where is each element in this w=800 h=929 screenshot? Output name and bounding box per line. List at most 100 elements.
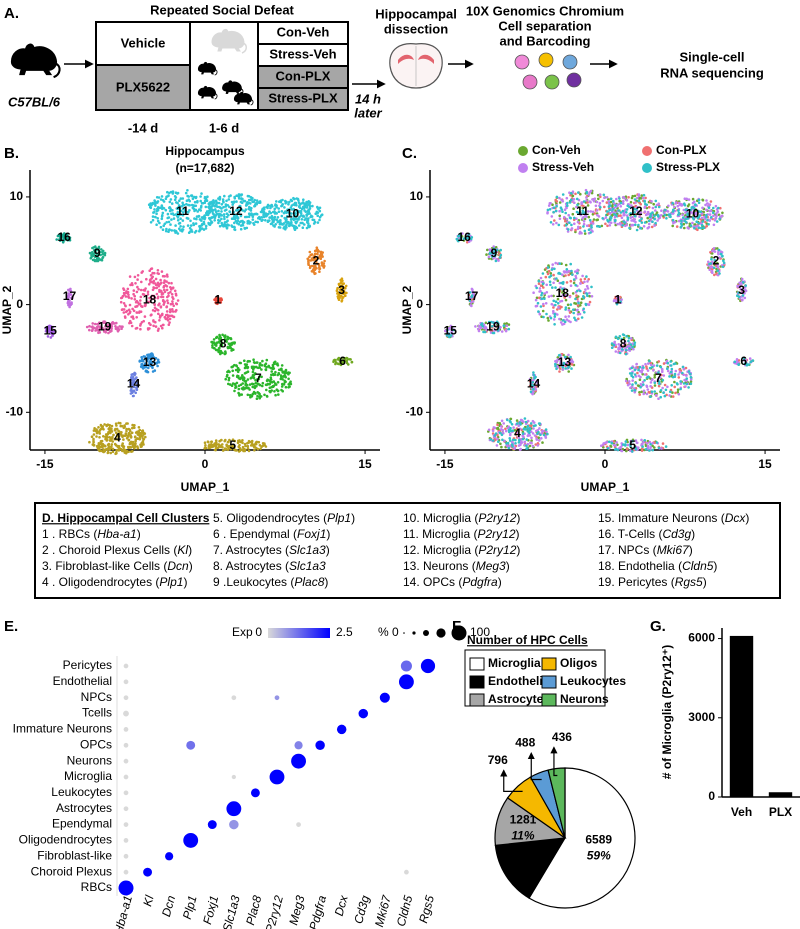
cluster-label: 7 bbox=[655, 371, 662, 385]
dot bbox=[274, 695, 280, 701]
dot bbox=[250, 788, 260, 798]
leader-arrow bbox=[527, 752, 542, 781]
leader-arrow bbox=[500, 769, 523, 793]
step-label: Single-cell bbox=[679, 49, 744, 64]
cluster-label: 3 bbox=[338, 283, 345, 297]
cell-dots bbox=[262, 196, 324, 231]
entry-text: ) bbox=[351, 511, 355, 525]
entry-text: 14. OPCs ( bbox=[403, 575, 462, 589]
cluster-cloud bbox=[44, 324, 57, 339]
panel-label: A. bbox=[4, 5, 19, 22]
dot bbox=[123, 853, 129, 859]
cell-dots bbox=[205, 193, 266, 232]
cluster-cloud bbox=[455, 232, 474, 244]
size-legend-tick: 0 bbox=[392, 625, 399, 639]
cluster-cloud bbox=[88, 421, 147, 456]
group-label: Con-Veh bbox=[277, 24, 330, 39]
entry-text: ) bbox=[745, 511, 749, 525]
cell-dots bbox=[606, 439, 668, 453]
entry-text: ) bbox=[326, 527, 330, 541]
column-label: Pdgfra bbox=[306, 894, 329, 929]
legend-label: Microglia bbox=[488, 656, 541, 670]
cell-dots bbox=[468, 291, 474, 302]
table-entry: 8. Astrocytes (Slc1a3 bbox=[213, 559, 326, 573]
cluster-cloud bbox=[487, 417, 549, 451]
y-tick-label: 3000 bbox=[688, 710, 715, 724]
treatment-label: PLX5622 bbox=[116, 79, 170, 94]
dot bbox=[165, 852, 174, 861]
cluster-label: 12 bbox=[629, 204, 643, 218]
table-entry: 18. Endothelia (Cldn5) bbox=[598, 559, 717, 573]
step-label: Hippocampal bbox=[375, 6, 457, 21]
legend-label: Stress-PLX bbox=[656, 160, 720, 174]
cell-dots bbox=[88, 245, 107, 263]
cell-dots bbox=[85, 320, 124, 335]
cluster-label: 11 bbox=[176, 204, 189, 218]
cell-dots bbox=[306, 246, 326, 276]
entry-text: 8. Astrocytes ( bbox=[213, 559, 289, 573]
entry-text: 3. Fibroblast-like Cells ( bbox=[42, 559, 167, 573]
entry-text: ) bbox=[516, 543, 520, 557]
dot bbox=[123, 742, 129, 748]
step-label: RNA sequencing bbox=[660, 65, 764, 80]
y-axis-label: UMAP_2 bbox=[0, 285, 14, 334]
cell-dots bbox=[662, 198, 721, 230]
gene-name: Slc1a3 bbox=[289, 543, 326, 557]
mouse-icon bbox=[10, 43, 61, 79]
delay-label: 14 h bbox=[355, 91, 381, 106]
color-legend-tick: 2.5 bbox=[336, 625, 353, 639]
gene-name: Kl bbox=[177, 543, 188, 557]
column-label: Hba-a1 bbox=[111, 894, 135, 929]
legend-swatch bbox=[469, 693, 485, 707]
cell-dots bbox=[147, 189, 218, 235]
color-bar bbox=[268, 628, 330, 638]
legend-label: Con-Veh bbox=[532, 143, 581, 157]
dot bbox=[123, 822, 129, 827]
cluster-label: 10 bbox=[686, 206, 700, 220]
cluster-label: 5 bbox=[629, 438, 636, 452]
column-label: Meg3 bbox=[286, 894, 307, 927]
dot bbox=[404, 869, 409, 875]
table-entry: 7. Astrocytes (Slc1a3) bbox=[213, 543, 330, 557]
y-tick-label: 0 bbox=[16, 297, 23, 311]
table-entry: 17. NPCs (Mki67) bbox=[598, 543, 693, 557]
dot bbox=[291, 753, 306, 769]
gene-name: Cldn5 bbox=[682, 559, 714, 573]
entry-text: ) bbox=[498, 575, 502, 589]
entry-text: 5. Oligodendrocytes ( bbox=[213, 511, 327, 525]
slice-percent: 11% bbox=[511, 828, 534, 842]
cell-dots bbox=[65, 287, 74, 309]
y-tick-label: 6000 bbox=[688, 631, 715, 645]
entry-text: ) bbox=[326, 543, 330, 557]
size-legend-dot bbox=[451, 625, 467, 641]
row-label: Endothelial bbox=[53, 674, 112, 688]
cluster-label: 13 bbox=[558, 355, 572, 369]
size-legend-dot bbox=[403, 632, 405, 634]
x-tick-label: 0 bbox=[602, 457, 609, 471]
cluster-label: 9 bbox=[491, 246, 498, 260]
cell-dots bbox=[88, 421, 147, 456]
cell-dots bbox=[628, 359, 693, 399]
gene-name: Plp1 bbox=[327, 511, 351, 525]
cluster-label: 18 bbox=[143, 292, 157, 306]
cluster-label: 6 bbox=[339, 354, 346, 368]
legend-swatch bbox=[541, 675, 557, 689]
gene-name: Foxj1 bbox=[297, 527, 326, 541]
chart-subtitle: (n=17,682) bbox=[175, 161, 234, 175]
cluster-label: 17 bbox=[465, 289, 479, 303]
entry-text: 10. Microglia ( bbox=[403, 511, 478, 525]
cluster-label: 19 bbox=[486, 319, 500, 333]
size-legend-dot bbox=[436, 628, 446, 638]
x-tick-label: 15 bbox=[358, 457, 372, 471]
gene-name: P2ry12 bbox=[478, 543, 516, 557]
dot bbox=[143, 867, 153, 877]
cluster-label: 19 bbox=[98, 319, 112, 333]
cluster-label: 6 bbox=[740, 354, 747, 368]
cell-dots bbox=[138, 352, 161, 374]
cell-dots bbox=[480, 320, 511, 335]
y-axis-label: UMAP_2 bbox=[400, 285, 414, 334]
size-legend-tick: 100 bbox=[470, 625, 490, 639]
column-label: Dcx bbox=[332, 893, 351, 918]
dot bbox=[420, 658, 436, 674]
cluster-label: 2 bbox=[713, 254, 720, 268]
